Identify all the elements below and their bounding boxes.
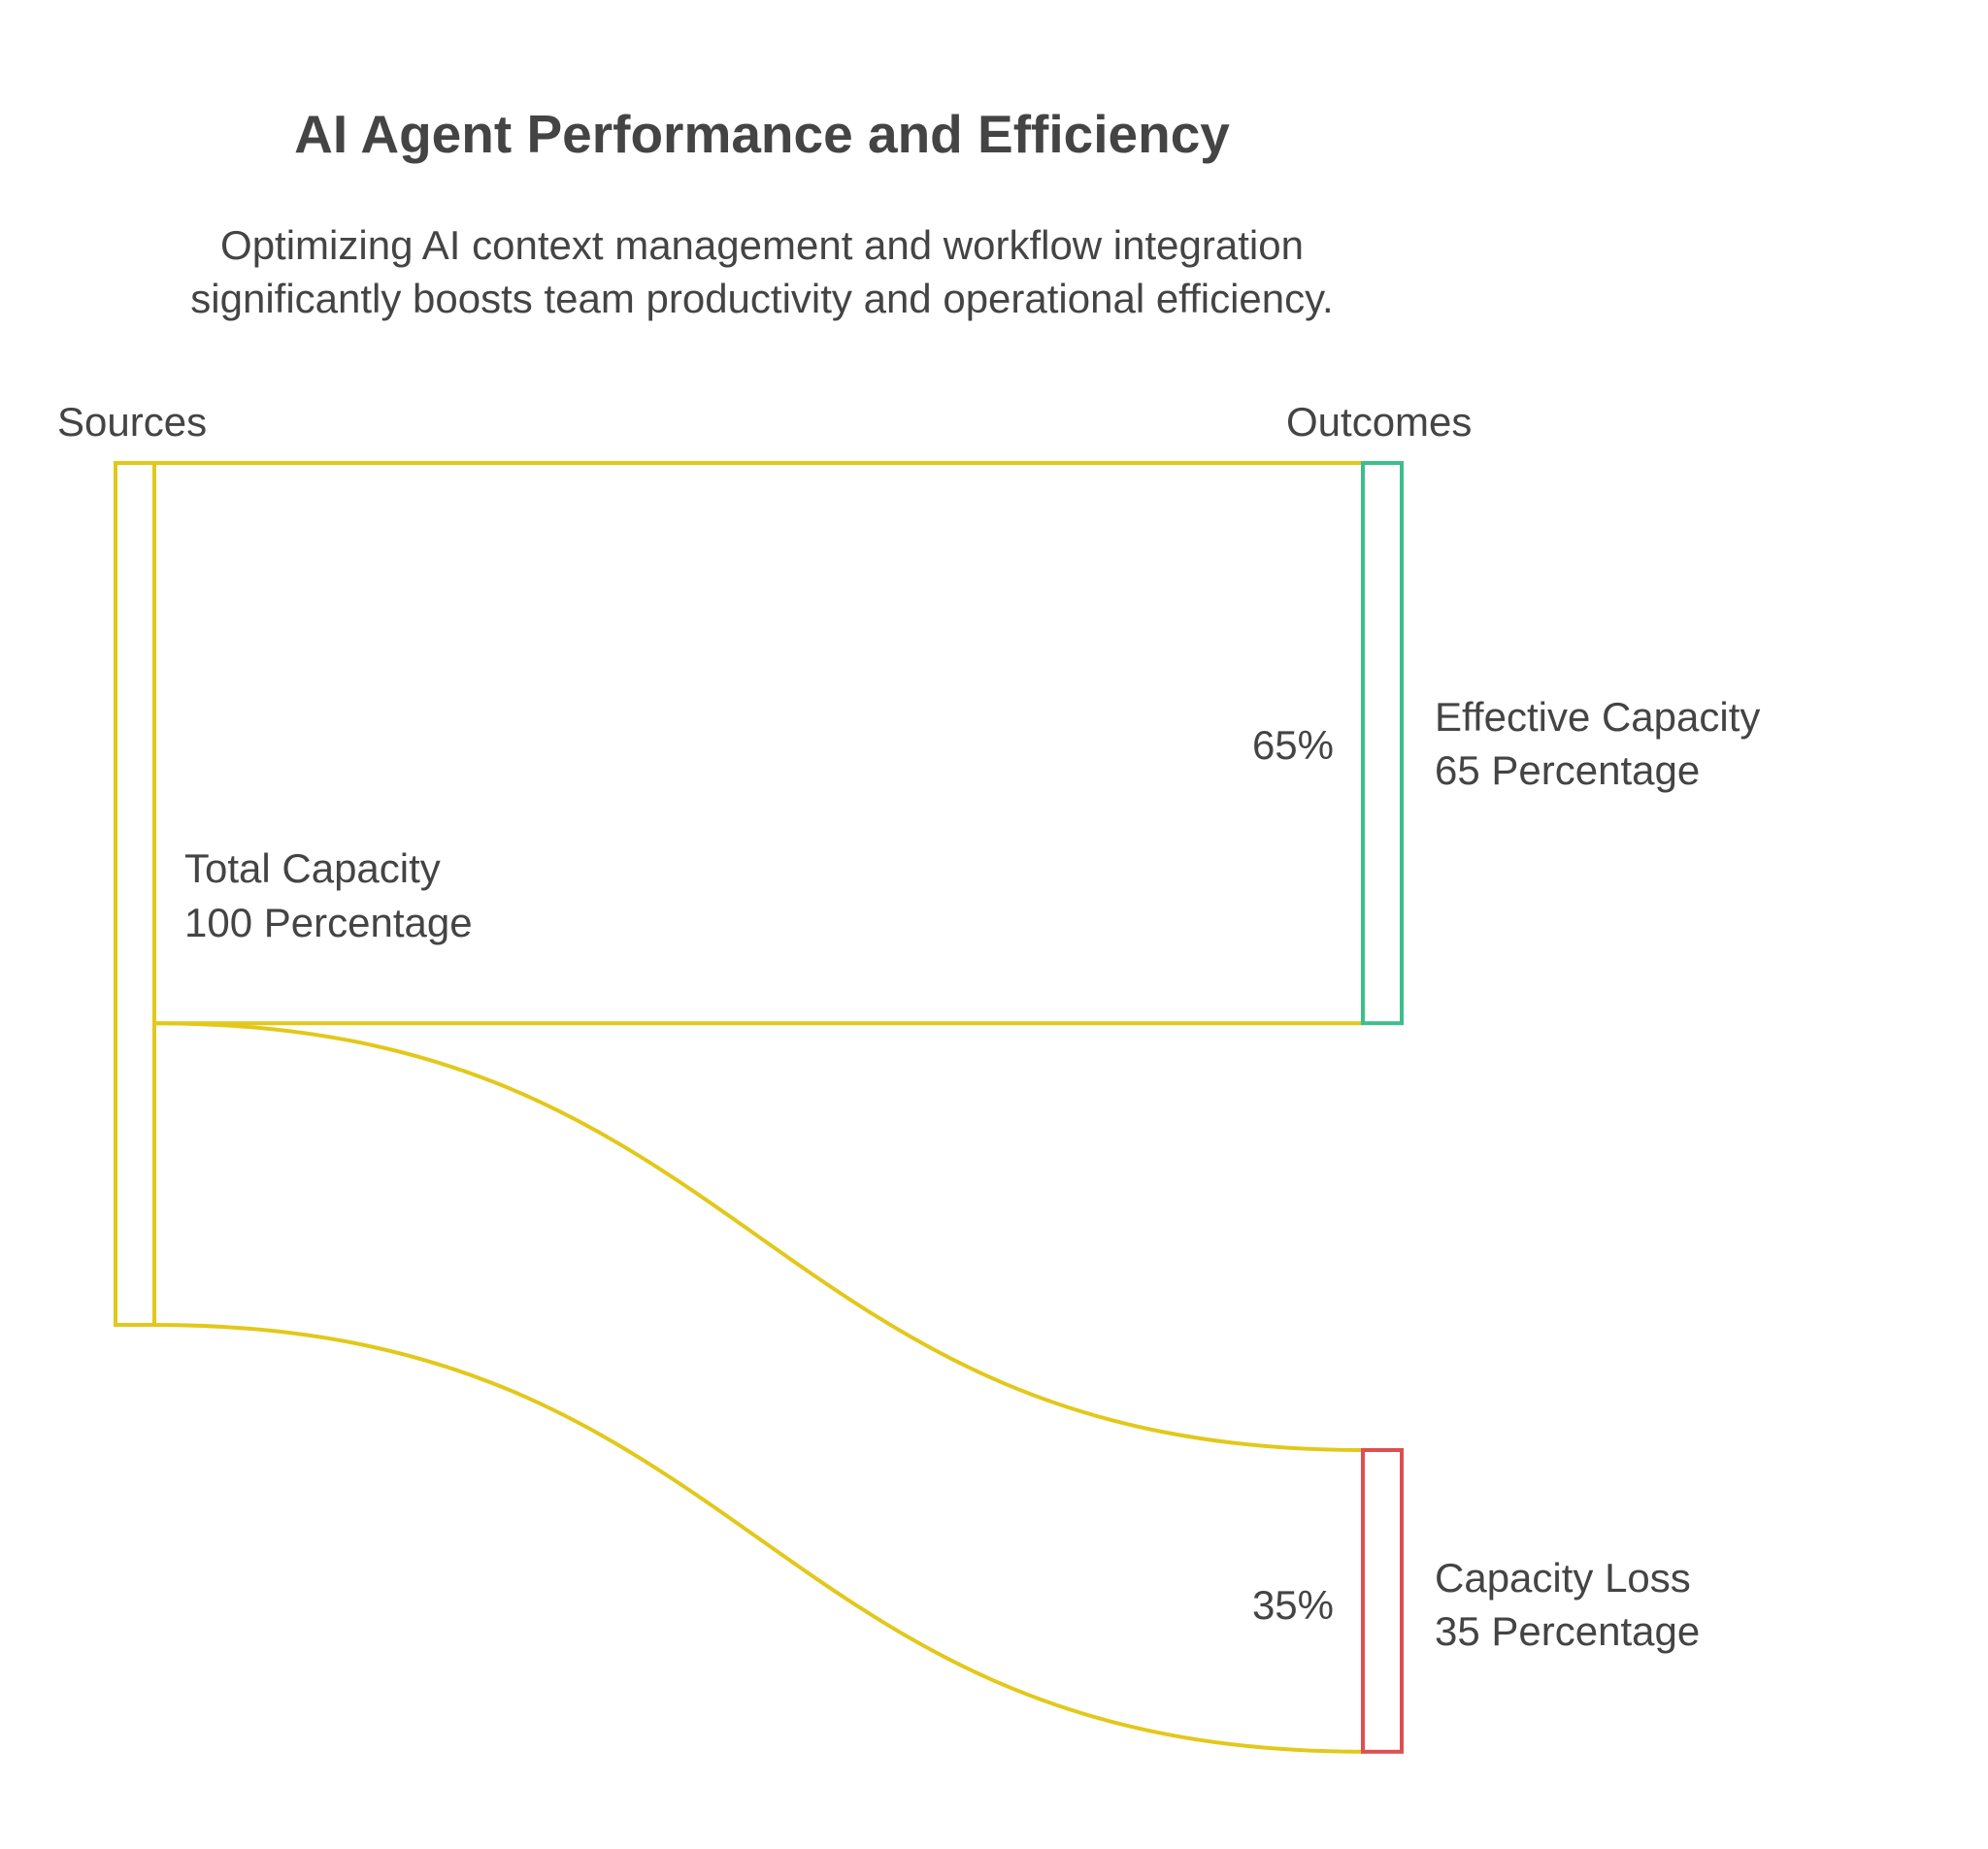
source-node-value: 100 Percentage [184, 900, 473, 945]
target-node-name-effective-capacity: Effective Capacity [1435, 694, 1760, 740]
target-node-capacity-loss [1361, 1448, 1404, 1754]
chart-title: AI Agent Performance and Efficiency [294, 104, 1230, 164]
chart-subtitle-line-1: Optimizing AI context management and wor… [220, 222, 1304, 268]
node-layer [114, 461, 1404, 1754]
target-node-effective-capacity [1361, 461, 1404, 1026]
flow-top-edge-capacity-loss [153, 1021, 1364, 1452]
source-node-total-capacity [114, 461, 156, 1327]
outcomes-header: Outcomes [1286, 399, 1472, 445]
chart-subtitle-line-2: significantly boosts team productivity a… [190, 276, 1333, 321]
source-node-name: Total Capacity [184, 845, 441, 891]
sources-header: Sources [57, 399, 207, 445]
target-node-value-capacity-loss: 35 Percentage [1435, 1608, 1700, 1654]
flow-bottom-edge-capacity-loss [153, 1323, 1364, 1754]
target-node-value-effective-capacity: 65 Percentage [1435, 747, 1700, 793]
target-node-name-capacity-loss: Capacity Loss [1435, 1555, 1691, 1601]
flow-label-effective-capacity: 65% [1252, 722, 1334, 768]
flow-layer [153, 460, 1364, 1754]
flow-label-capacity-loss: 35% [1252, 1582, 1334, 1628]
